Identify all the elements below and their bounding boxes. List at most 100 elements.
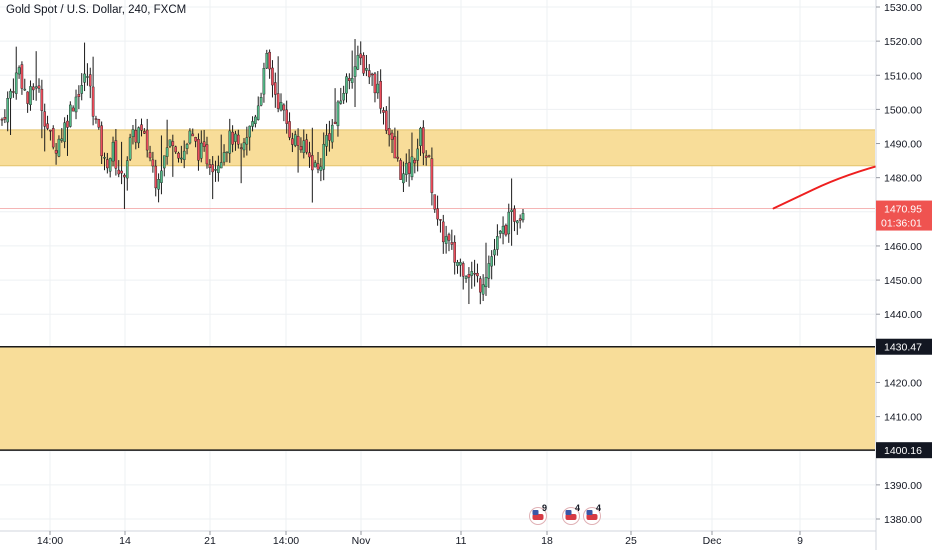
candle-body	[54, 150, 58, 154]
chart-title: Gold Spot / U.S. Dollar, 240, FXCM	[6, 4, 187, 16]
price-line-label-bg	[876, 338, 932, 355]
candle-body	[501, 225, 505, 234]
candle-body	[370, 73, 374, 76]
candle-body	[140, 124, 143, 131]
candle-body	[447, 234, 451, 241]
candle-body	[382, 110, 385, 113]
candle-body	[234, 133, 237, 142]
candle-body	[26, 91, 29, 104]
candle-body	[464, 276, 468, 279]
candle-body	[145, 129, 149, 151]
candle-body	[299, 146, 303, 151]
candle-body	[376, 83, 380, 94]
candle-body	[359, 53, 363, 59]
price-tick-label: 1530.00	[884, 2, 922, 14]
time-tick-label: 9	[797, 535, 803, 547]
price-scale[interactable]	[876, 0, 932, 550]
candle-body	[399, 160, 402, 180]
candle-body	[333, 121, 337, 124]
candle-body	[385, 110, 388, 131]
candle-body	[148, 152, 152, 159]
candle-body	[117, 169, 121, 175]
price-tick-label: 1440.00	[884, 309, 922, 321]
candle-body	[194, 137, 197, 142]
candle-body	[356, 55, 360, 70]
candle-body	[305, 139, 308, 153]
candle-body	[424, 155, 428, 158]
candle-body	[353, 66, 357, 77]
candle-body	[319, 166, 323, 171]
candle-body	[256, 105, 260, 120]
candle-body	[63, 122, 66, 142]
supply-demand-zone-1[interactable]	[0, 129, 875, 166]
candle-body	[496, 236, 499, 250]
candle-body	[162, 155, 166, 169]
time-tick-label: Dec	[703, 535, 722, 547]
candle-body	[456, 262, 459, 266]
candle-body	[390, 132, 394, 140]
price-line-label: 1400.16	[884, 445, 922, 457]
candle-body	[404, 163, 408, 175]
candle-body	[279, 102, 283, 111]
candle-body	[40, 88, 44, 111]
candle-body	[345, 76, 348, 94]
candle-body	[436, 208, 439, 220]
supply-demand-zone-2[interactable]	[0, 346, 875, 451]
candle-body	[265, 53, 269, 69]
candle-body	[268, 51, 271, 70]
candle-body	[77, 94, 81, 97]
candle-body	[37, 85, 41, 89]
candle-body	[296, 136, 300, 146]
candle-body	[199, 142, 203, 159]
event-count-badge: 4	[596, 503, 601, 513]
candle-body	[308, 152, 311, 158]
candle-body	[51, 128, 55, 148]
candle-body	[12, 91, 15, 93]
us-flag-stripes	[565, 514, 577, 520]
time-tick-label: 25	[625, 535, 637, 547]
candle-body	[100, 125, 103, 157]
candle-body	[416, 148, 419, 161]
candle-body	[242, 142, 246, 151]
candle-body	[217, 165, 220, 173]
candle-body	[336, 101, 340, 127]
candle-body	[350, 77, 354, 83]
candle-body	[441, 221, 445, 243]
candle-body	[339, 100, 343, 104]
price-tick-label: 1510.00	[884, 70, 922, 82]
time-tick-label: 14	[119, 535, 131, 547]
candle-body	[396, 156, 400, 159]
candle-body	[185, 144, 189, 149]
candle-body	[9, 90, 12, 99]
candle-body	[467, 274, 471, 278]
candle-body	[476, 272, 479, 277]
candle-body	[43, 111, 47, 127]
candle-body	[470, 271, 474, 276]
candle-body	[143, 131, 146, 134]
event-count-badge: 4	[575, 503, 580, 513]
candle-body	[410, 156, 414, 178]
candle-body	[516, 220, 519, 224]
candle-body	[134, 130, 138, 143]
time-tick-label: 11	[456, 535, 467, 547]
candle-body	[325, 135, 328, 147]
candle-body	[106, 159, 109, 169]
candle-body	[271, 67, 274, 86]
candle-body	[46, 123, 49, 129]
candle-body	[125, 160, 129, 179]
candle-body	[407, 162, 411, 174]
candle-body	[402, 173, 405, 184]
candle-body	[393, 136, 397, 159]
candle-body	[208, 164, 212, 169]
candle-body	[157, 179, 160, 190]
candle-body	[94, 118, 98, 120]
candle-body	[459, 262, 462, 266]
candle-body	[6, 98, 9, 123]
candle-body	[293, 134, 297, 146]
candle-body	[165, 147, 169, 157]
candle-body	[14, 72, 18, 94]
candle-body	[222, 152, 226, 163]
candle-body	[237, 134, 240, 145]
